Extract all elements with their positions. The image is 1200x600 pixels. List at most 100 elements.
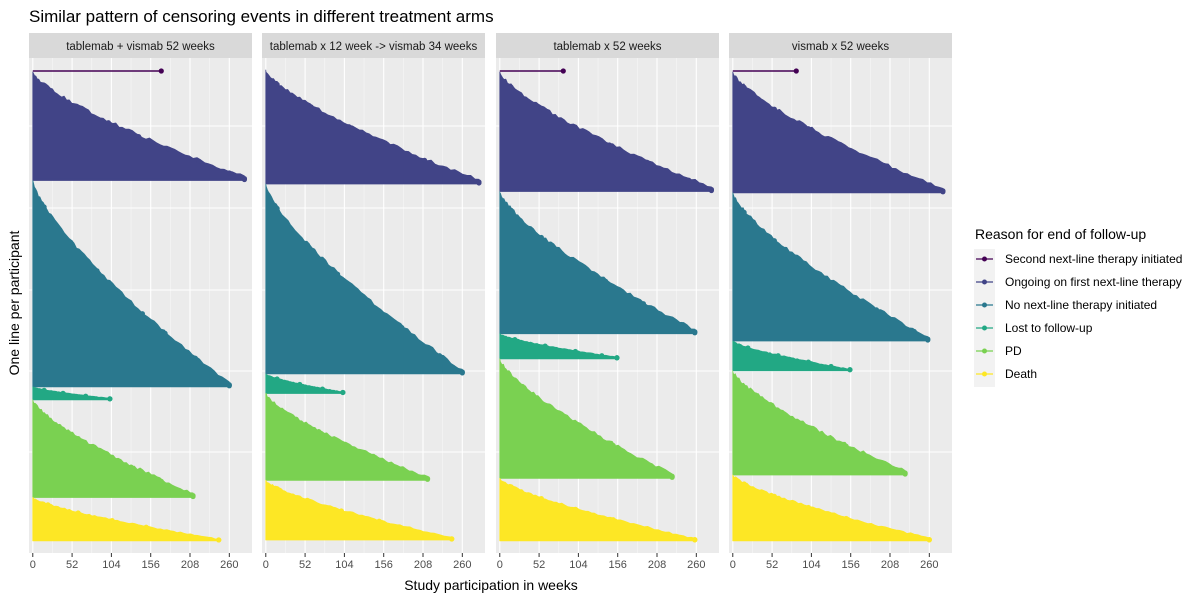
legend-entry: Lost to follow-up <box>976 321 1093 335</box>
end-point <box>752 392 759 398</box>
end-point <box>538 496 544 502</box>
end-point <box>508 84 514 90</box>
facet-strip-label: tablemab x 12 week -> vismab 34 weeks <box>270 41 478 53</box>
end-point <box>316 429 322 435</box>
end-point <box>459 370 465 376</box>
participant-lines-area <box>732 370 906 476</box>
facet-strip-label: vismab x 52 weeks <box>792 41 889 53</box>
legend-key-point <box>982 371 987 377</box>
facet-strip <box>729 33 952 58</box>
end-point <box>346 124 352 130</box>
legend-key-point <box>982 256 987 262</box>
series-group <box>499 477 698 543</box>
participant-lines-area <box>265 373 344 394</box>
end-point <box>741 481 747 487</box>
end-point <box>678 321 684 328</box>
series-group <box>499 71 715 194</box>
participant-lines-area <box>265 183 463 375</box>
series-group <box>732 71 946 195</box>
end-point <box>158 478 164 484</box>
panel-1: tablemab + vismab 52 weeks 0 52 104 156 208 26… <box>29 33 252 571</box>
series-group <box>732 68 799 74</box>
end-point <box>576 423 582 429</box>
participant-lines-area <box>732 71 944 194</box>
end-point <box>686 177 692 183</box>
x-tick-label: 52 <box>299 559 311 571</box>
end-point <box>60 390 66 396</box>
chart-title: Similar pattern of censoring events in d… <box>29 7 494 26</box>
x-tick-label: 260 <box>453 559 471 571</box>
end-point <box>216 537 222 543</box>
end-point <box>105 120 111 126</box>
end-point <box>304 497 310 503</box>
end-point <box>881 461 887 467</box>
end-point <box>340 389 346 396</box>
end-point <box>610 517 616 523</box>
end-point <box>166 146 172 152</box>
facet-panels: tablemab + vismab 52 weeks 0 52 104 156 208 26… <box>29 33 952 571</box>
end-point <box>508 484 514 490</box>
x-tick-label: 104 <box>335 559 353 571</box>
legend-entry: Ongoing on first next-line therapy <box>976 275 1182 289</box>
end-point <box>109 517 115 524</box>
end-point <box>902 471 908 477</box>
end-point <box>648 462 654 469</box>
end-point <box>828 363 834 370</box>
end-point <box>775 353 781 359</box>
panel-3: tablemab x 52 weeks 0 52 104 156 208 260 <box>496 33 719 571</box>
facet-strip-label: tablemab + vismab 52 weeks <box>66 41 215 53</box>
end-point <box>342 441 348 447</box>
participant-lines-area <box>265 393 428 481</box>
end-point <box>546 403 552 409</box>
legend-label: Death <box>1005 367 1037 381</box>
end-point <box>107 396 113 402</box>
end-point <box>839 143 845 149</box>
end-point <box>41 387 47 393</box>
participant-lines-area <box>499 358 673 479</box>
participant-lines-area <box>499 191 696 335</box>
end-point <box>669 474 675 480</box>
end-point <box>805 359 811 365</box>
end-point <box>45 86 51 92</box>
end-point <box>847 367 853 373</box>
series-group <box>265 183 465 376</box>
end-point <box>919 179 925 185</box>
end-point <box>560 68 566 74</box>
end-point <box>308 104 314 110</box>
end-point <box>603 278 609 284</box>
x-tick-label: 0 <box>263 559 269 571</box>
x-tick-label: 104 <box>802 559 820 571</box>
end-point <box>334 271 341 277</box>
x-tick-label: 0 <box>30 559 36 571</box>
end-point <box>128 464 134 470</box>
end-point <box>372 455 378 461</box>
end-point <box>771 493 777 499</box>
series-group <box>32 497 222 543</box>
end-point <box>384 141 390 147</box>
end-point <box>75 435 81 442</box>
end-point <box>75 510 81 516</box>
end-point <box>83 393 89 399</box>
end-point <box>226 170 232 176</box>
x-axis-title: Study participation in weeks <box>404 577 578 593</box>
end-point <box>779 409 785 415</box>
x-tick-label: 260 <box>220 559 238 571</box>
end-point <box>41 204 47 210</box>
series-group <box>499 191 698 336</box>
end-point <box>881 162 887 169</box>
end-point <box>424 476 431 482</box>
legend-label: Second next-line therapy initiated <box>1005 252 1182 266</box>
end-point <box>640 301 647 307</box>
participant-lines-area <box>32 180 230 388</box>
end-point <box>45 502 51 508</box>
end-point <box>274 81 280 88</box>
end-point <box>297 381 303 388</box>
x-tick-label: 208 <box>414 559 432 571</box>
end-point <box>538 105 544 112</box>
end-point <box>508 207 514 213</box>
series-group <box>265 373 346 396</box>
end-point <box>692 330 698 336</box>
x-tick-label: 208 <box>181 559 199 571</box>
end-point <box>319 386 326 392</box>
end-point <box>449 536 455 542</box>
